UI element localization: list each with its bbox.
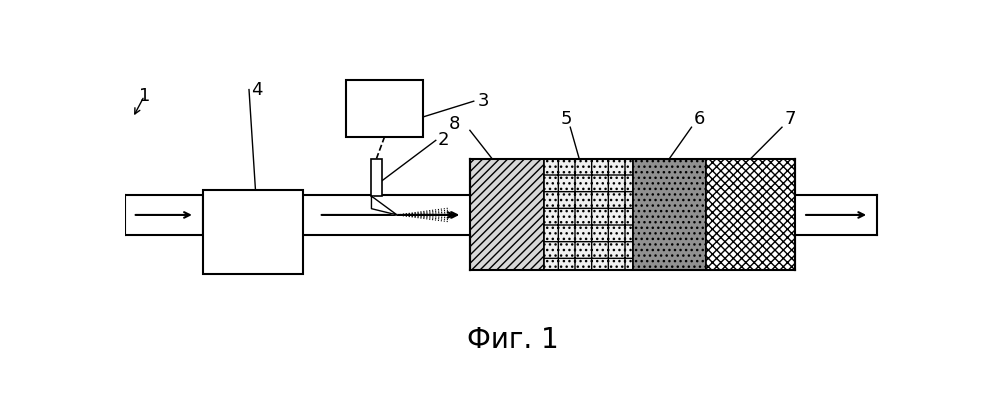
Text: 4: 4 bbox=[251, 81, 262, 98]
Bar bbox=[706, 158, 795, 270]
Bar bbox=[470, 158, 544, 270]
Text: 6: 6 bbox=[694, 110, 705, 128]
Text: 5: 5 bbox=[561, 110, 572, 128]
Bar bbox=[371, 158, 382, 196]
Bar bbox=[633, 158, 706, 270]
Bar bbox=[346, 80, 423, 137]
Text: Фиг. 1: Фиг. 1 bbox=[467, 326, 558, 354]
Text: 3: 3 bbox=[478, 92, 490, 110]
Bar bbox=[202, 190, 303, 274]
Polygon shape bbox=[371, 196, 397, 215]
Text: 8: 8 bbox=[449, 115, 460, 133]
Text: 2: 2 bbox=[438, 131, 449, 149]
Text: 7: 7 bbox=[784, 110, 796, 128]
Text: 1: 1 bbox=[139, 87, 150, 105]
Bar bbox=[544, 158, 633, 270]
